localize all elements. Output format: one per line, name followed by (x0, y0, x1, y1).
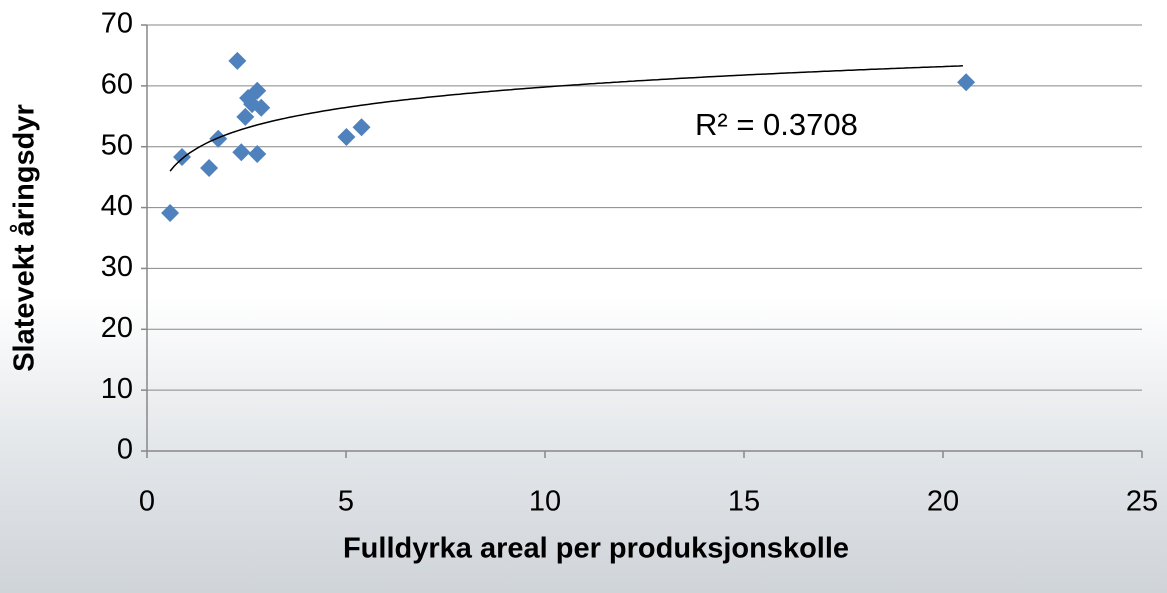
trendline-label: R² = 0.3708 (695, 107, 858, 142)
data-point (352, 118, 371, 137)
x-tick-label: 5 (338, 486, 354, 518)
y-tick-label: 70 (101, 8, 133, 40)
data-point (252, 98, 271, 117)
data-point (957, 73, 976, 92)
data-point (236, 107, 255, 126)
x-tick-label: 15 (728, 486, 760, 518)
data-point (173, 148, 192, 167)
data-point (248, 145, 267, 164)
data-point (200, 159, 219, 178)
y-tick-label: 0 (117, 434, 133, 466)
y-tick-label: 40 (101, 190, 133, 222)
x-tick-label: 10 (529, 486, 561, 518)
data-point (337, 127, 356, 146)
y-tick-label: 30 (101, 251, 133, 283)
y-tick-label: 50 (101, 129, 133, 161)
y-tick-label: 10 (101, 373, 133, 405)
data-point (232, 143, 251, 162)
x-tick-label: 25 (1126, 486, 1158, 518)
trendline (169, 65, 963, 172)
data-point (209, 129, 228, 148)
x-tick-label: 0 (139, 486, 155, 518)
data-point (239, 89, 258, 108)
x-tick-label: 20 (927, 486, 959, 518)
data-point (248, 81, 267, 100)
y-tick-label: 20 (101, 312, 133, 344)
data-point (161, 204, 180, 223)
x-axis-title: Fulldyrka areal per produksjonskolle (343, 533, 849, 565)
data-point (228, 51, 247, 70)
y-axis-title: Slatevekt åringsdyr (9, 104, 41, 372)
y-tick-label: 60 (101, 69, 133, 101)
